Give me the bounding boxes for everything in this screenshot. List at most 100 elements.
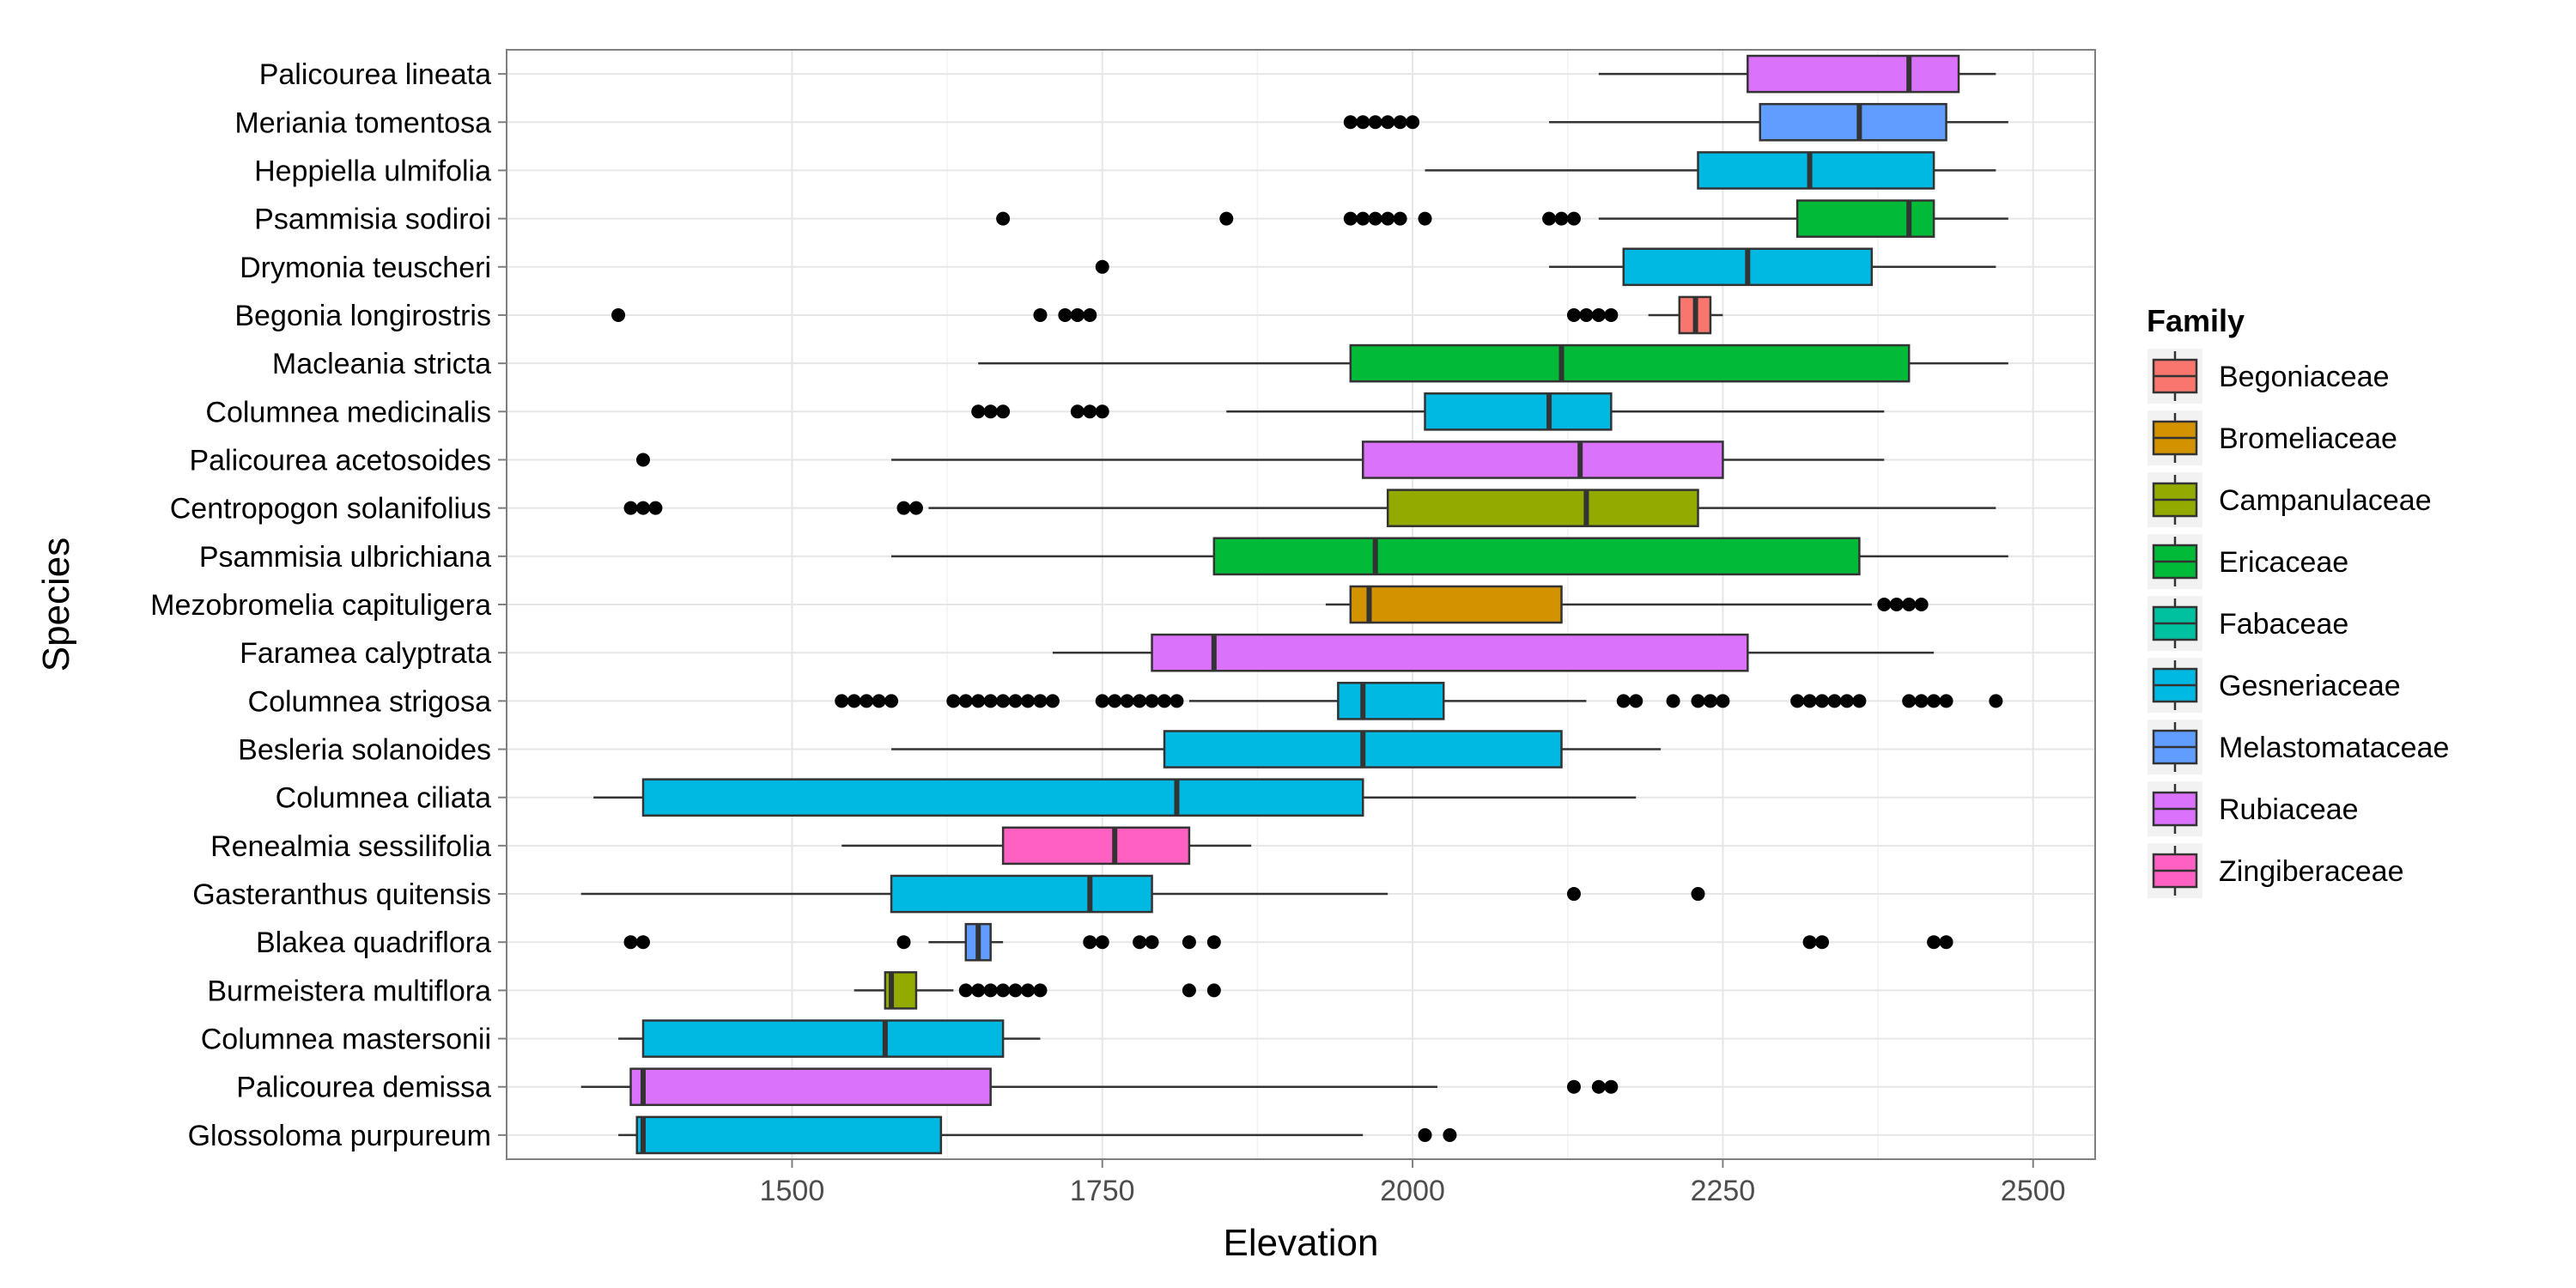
box-iqr xyxy=(1001,826,1191,866)
outlier-point xyxy=(1914,598,1929,611)
box-psammisia-ulbrichiana xyxy=(891,537,2008,576)
outlier-point xyxy=(983,694,998,708)
outlier-point xyxy=(1604,1079,1619,1094)
outlier-point xyxy=(1219,211,1234,226)
legend-item-begoniaceae: Begoniaceae xyxy=(2146,347,2390,405)
y-tick-label: Palicourea acetosoides xyxy=(189,444,491,477)
outlier-point xyxy=(1021,694,1036,708)
x-axis-label: Elevation xyxy=(1223,1222,1378,1264)
y-tick-label: Renealmia sessilifolia xyxy=(210,830,491,863)
legend-label: Zingiberaceae xyxy=(2219,855,2403,888)
outlier-point xyxy=(896,935,911,950)
outlier-point xyxy=(996,404,1011,419)
outlier-point xyxy=(1083,307,1097,322)
outlier-point xyxy=(1877,598,1892,611)
outlier-point xyxy=(1914,694,1929,708)
outlier-point xyxy=(908,501,923,515)
box-mezobromelia-capituligera xyxy=(1325,585,1929,624)
outlier-point xyxy=(1157,694,1172,708)
y-tick-label: Burmeistera multiflora xyxy=(207,975,491,1007)
outlier-point xyxy=(1616,694,1631,708)
legend-item-campanulaceae: Campanulaceae xyxy=(2146,471,2432,529)
outlier-point xyxy=(1591,1079,1606,1094)
outlier-point xyxy=(1095,935,1109,950)
box-palicourea-lineata xyxy=(1598,54,1996,94)
y-tick-label: Mezobromelia capituligera xyxy=(150,589,491,622)
legend: Family Begoniaceae Bromeliaceae Campanulac… xyxy=(2146,303,2449,900)
legend-title: Family xyxy=(2147,303,2245,338)
box-palicourea-acetosoides xyxy=(635,440,1885,479)
outlier-point xyxy=(1839,694,1854,708)
outlier-point xyxy=(971,983,986,998)
y-tick-label: Columnea ciliata xyxy=(276,782,491,815)
box-iqr xyxy=(641,1019,1005,1058)
outlier-point xyxy=(648,501,663,515)
outlier-point xyxy=(1120,694,1134,708)
outlier-point xyxy=(1691,694,1705,708)
y-tick-label: Palicourea lineata xyxy=(259,58,491,91)
y-tick-label: Drymonia teuscheri xyxy=(240,252,491,284)
y-tick-label: Besleria solanoides xyxy=(238,734,491,767)
y-tick-label: Blakea quadriflora xyxy=(256,927,491,959)
outlier-point xyxy=(1381,211,1395,226)
outlier-point xyxy=(1058,307,1072,322)
y-tick-label: Columnea mastersonii xyxy=(201,1024,491,1056)
legend-item-rubiaceae: Rubiaceae xyxy=(2146,780,2359,838)
box-drymonia-teuscheri xyxy=(1095,247,1996,287)
legend-label: Bromeliaceae xyxy=(2219,422,2397,455)
outlier-point xyxy=(1406,115,1420,130)
outlier-point xyxy=(1033,983,1048,998)
box-renealmia-sessilifolia xyxy=(841,826,1252,866)
outlier-point xyxy=(1133,935,1147,950)
y-tick-label: Psammisia ulbrichiana xyxy=(199,541,491,574)
outlier-point xyxy=(1418,1127,1432,1142)
outlier-point xyxy=(1902,694,1917,708)
legend-label: Melastomataceae xyxy=(2219,732,2449,764)
y-axis-label: Species xyxy=(35,538,77,672)
box-columnea-strigosa xyxy=(835,682,2003,720)
outlier-point xyxy=(1368,115,1382,130)
outlier-point xyxy=(1939,694,1953,708)
outlier-point xyxy=(1927,935,1941,950)
box-columnea-ciliata xyxy=(593,778,1637,817)
box-glossoloma-purpureum xyxy=(618,1115,1457,1155)
outlier-point xyxy=(1343,211,1358,226)
y-tick-label: Psammisia sodiroi xyxy=(254,204,491,236)
outlier-point xyxy=(1145,935,1159,950)
outlier-point xyxy=(611,307,626,322)
outlier-point xyxy=(1418,211,1432,226)
outlier-point xyxy=(1927,694,1941,708)
outlier-point xyxy=(1802,935,1817,950)
outlier-point xyxy=(1802,694,1817,708)
outlier-point xyxy=(896,501,911,515)
legend-label: Rubiaceae xyxy=(2219,793,2359,826)
outlier-point xyxy=(1033,307,1048,322)
legend-label: Campanulaceae xyxy=(2219,484,2432,517)
box-iqr xyxy=(1212,537,1861,576)
y-tick-label: Faramea calyptrata xyxy=(240,637,491,670)
outlier-point xyxy=(1108,694,1122,708)
box-iqr xyxy=(1795,199,1935,238)
x-tick-label: 2250 xyxy=(1691,1175,1756,1207)
box-begonia-longirostris xyxy=(611,295,1723,335)
box-psammisia-sodiroi xyxy=(996,199,2008,238)
box-macleania-stricta xyxy=(978,343,2008,383)
box-iqr xyxy=(1759,102,1947,142)
box-blakea-quadriflora xyxy=(623,922,1953,962)
legend-item-bromeliaceae: Bromeliaceae xyxy=(2146,409,2397,467)
outlier-point xyxy=(1815,694,1830,708)
legend-label: Ericaceae xyxy=(2219,546,2348,579)
y-tick-label: Centropogon solanifolius xyxy=(170,493,491,526)
legend-item-zingiberaceae: Zingiberaceae xyxy=(2146,841,2403,900)
outlier-point xyxy=(623,501,638,515)
outlier-point xyxy=(1566,211,1581,226)
legend-item-melastomataceae: Melastomataceae xyxy=(2146,718,2449,776)
outlier-point xyxy=(1566,1079,1581,1094)
outlier-point xyxy=(1343,115,1358,130)
box-centropogon-solanifolius xyxy=(623,489,1996,527)
boxes xyxy=(580,54,2008,1155)
box-gasteranthus-quitensis xyxy=(580,874,1705,914)
outlier-point xyxy=(1393,115,1407,130)
box-iqr xyxy=(1362,440,1724,479)
